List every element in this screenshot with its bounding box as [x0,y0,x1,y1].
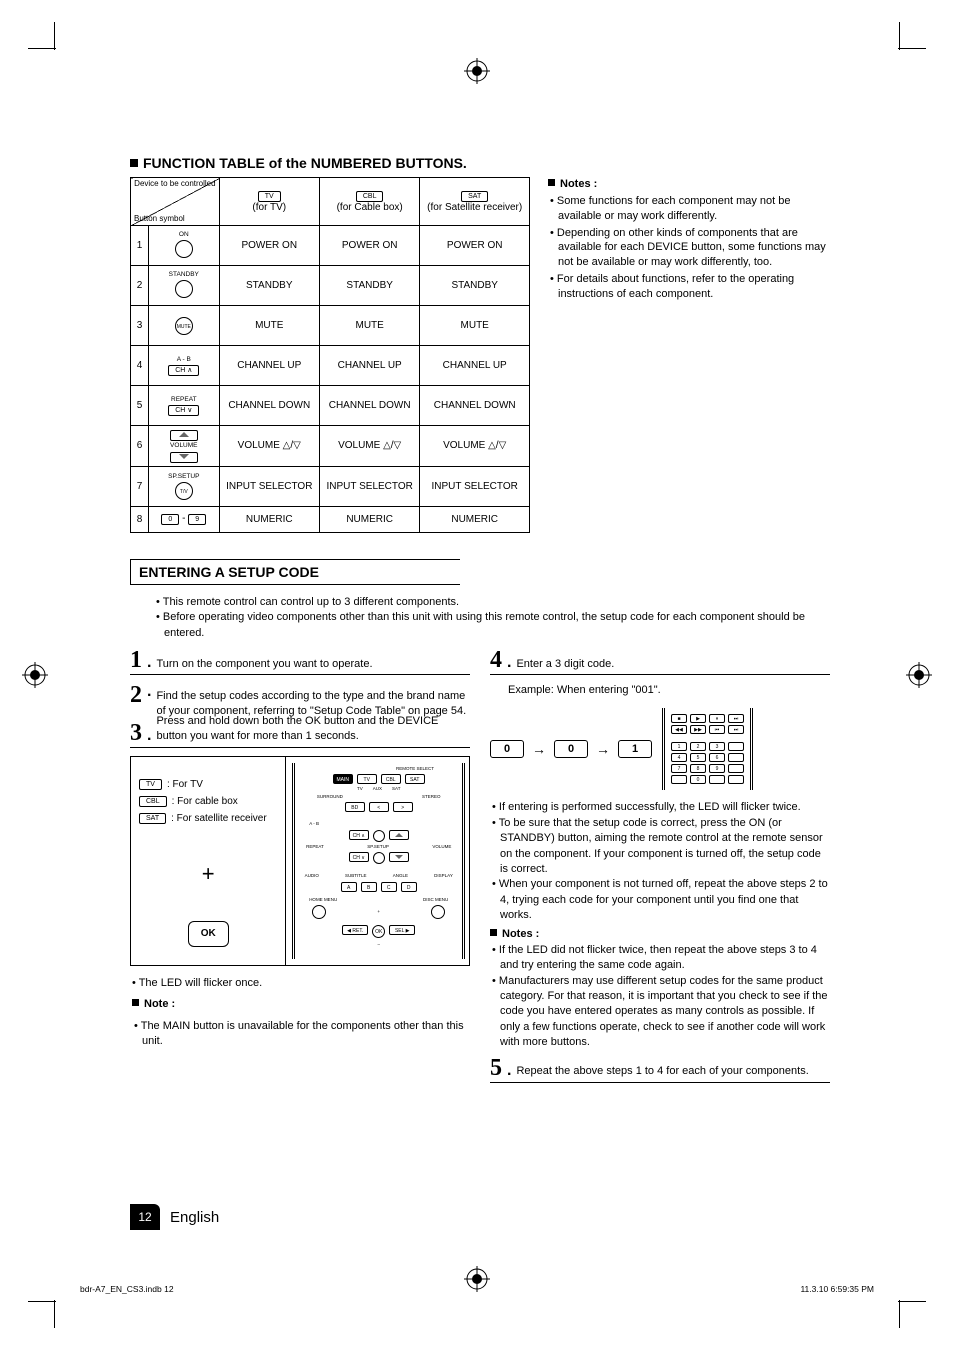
button-symbol: VOLUME [149,426,220,467]
button-symbol: SP.SETUPT/V [149,466,220,506]
code-entry-diagram: 0 → 0 → 1 ■▶⏸⏭ ◀◀▶▶⏮⏭ 123 456 789 0 [490,708,830,790]
row-num: 8 [131,506,149,532]
intro-text: • This remote control can control up to … [156,595,830,641]
remote-diagram: TV: For TV CBL: For cable box SAT: For s… [130,756,470,966]
ok-button-graphic: OK [188,921,229,947]
cell: POWER ON [420,226,530,266]
row-num: 4 [131,346,149,386]
cell: VOLUME △/▽ [319,426,419,467]
step-4-note: Manufacturers may use different setup co… [499,975,828,1049]
button-symbol: MUTE [149,306,220,346]
row-num: 6 [131,426,149,467]
page-content: FUNCTION TABLE of the NUMBERED BUTTONS. … [130,155,830,1091]
registration-mark-top [464,58,490,84]
cell: STANDBY [420,266,530,306]
step-1-text: Turn on the component you want to operat… [156,657,470,672]
cell: CHANNEL UP [219,346,319,386]
step-4-bullet: If entering is performed successfully, t… [499,801,801,813]
right-steps: 4. Enter a 3 digit code. Example: When e… [490,653,830,1091]
language-label: English [170,1209,219,1226]
button-symbol: ON [149,226,220,266]
step-4-bullet: To be sure that the setup code is correc… [499,817,823,875]
cell: NUMERIC [219,506,319,532]
section-heading: FUNCTION TABLE of the NUMBERED BUTTONS. [130,155,830,171]
col-sat: SAT(for Satellite receiver) [420,178,530,226]
cell: CHANNEL DOWN [420,386,530,426]
row-num: 3 [131,306,149,346]
cell: MUTE [319,306,419,346]
cell: STANDBY [219,266,319,306]
print-meta-left: bdr-A7_EN_CS3.indb 12 [80,1284,174,1294]
function-table: Device to be controlled Button symbol TV… [130,177,530,533]
left-steps: 1. Turn on the component you want to ope… [130,653,470,1091]
row-num: 7 [131,466,149,506]
step-4-bullet: When your component is not turned off, r… [499,878,828,921]
step-3-text: Press and hold down both the OK button a… [156,714,470,745]
cell: NUMERIC [319,506,419,532]
step-3-note: The MAIN button is unavailable for the c… [141,1020,464,1047]
registration-mark-right [906,662,932,688]
col-tv: TV(for TV) [219,178,319,226]
cell: CHANNEL UP [420,346,530,386]
after-note: • The LED will flicker once. [132,976,470,991]
registration-mark-left [22,662,48,688]
button-symbol: STANDBY [149,266,220,306]
col-cbl: CBL(for Cable box) [319,178,419,226]
registration-mark-bottom [464,1266,490,1292]
top-notes: Notes : • Some functions for each compon… [548,177,830,304]
step-4-text: Enter a 3 digit code. [516,657,830,672]
page-footer: 12 English [130,1204,219,1230]
row-num: 1 [131,226,149,266]
cell: POWER ON [219,226,319,266]
cell: INPUT SELECTOR [219,466,319,506]
cell: CHANNEL DOWN [219,386,319,426]
cell: MUTE [219,306,319,346]
cell: VOLUME △/▽ [219,426,319,467]
keypad-graphic: ■▶⏸⏭ ◀◀▶▶⏮⏭ 123 456 789 0 [662,708,753,790]
cell: INPUT SELECTOR [319,466,419,506]
button-symbol: 0 - 9 [149,506,220,532]
print-meta-right: 11.3.10 6:59:35 PM [800,1284,874,1294]
cell: MUTE [420,306,530,346]
button-symbol: A - BCH ∧ [149,346,220,386]
remote-panel-graphic: REMOTE SELECT MAINTVCBLSAT TVAUXSAT SURR… [292,763,465,959]
step-5-text: Repeat the above steps 1 to 4 for each o… [516,1064,830,1079]
step-4-note: If the LED did not flicker twice, then r… [499,944,817,971]
section-title: ENTERING A SETUP CODE [130,559,460,585]
row-num: 2 [131,266,149,306]
cell: CHANNEL UP [319,346,419,386]
page-number: 12 [130,1204,160,1230]
cell: NUMERIC [420,506,530,532]
button-symbol: REPEATCH ∨ [149,386,220,426]
cell: STANDBY [319,266,419,306]
example-text: Example: When entering "001". [508,683,830,698]
cell: INPUT SELECTOR [420,466,530,506]
cell: CHANNEL DOWN [319,386,419,426]
cell: POWER ON [319,226,419,266]
cell: VOLUME △/▽ [420,426,530,467]
row-num: 5 [131,386,149,426]
table-header-diagonal: Device to be controlled Button symbol [131,178,220,226]
